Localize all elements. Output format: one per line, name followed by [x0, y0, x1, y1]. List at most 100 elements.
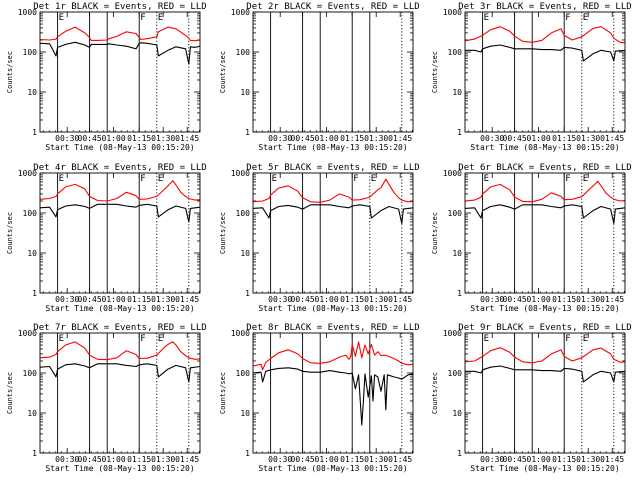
x-tick-label: 01:45: [600, 295, 624, 304]
x-tick-label: 01:45: [388, 134, 412, 143]
x-tick-label: 01:15: [552, 455, 576, 464]
y-tick-label: 10: [452, 409, 462, 418]
y-tick-label: 10: [240, 88, 250, 97]
chart-title: Det 8r BLACK = Events, RED = LLD: [246, 323, 419, 333]
x-tick-label: 00:30: [268, 455, 292, 464]
x-tick-label: 01:15: [127, 455, 151, 464]
plot-frame: [464, 332, 626, 454]
x-tick-label: 00:45: [291, 455, 315, 464]
x-tick-label: 01:45: [388, 455, 412, 464]
y-tick-label: 1000: [231, 329, 250, 338]
x-tick-label: 01:30: [576, 134, 600, 143]
event-marker-label: E: [583, 13, 588, 23]
chart-title: Det 9r BLACK = Events, RED = LLD: [458, 323, 631, 333]
y-tick-label: 1000: [443, 8, 462, 17]
x-tick-label: 00:45: [503, 134, 527, 143]
x-tick-label: 01:30: [576, 455, 600, 464]
x-tick-label: 01:30: [364, 295, 388, 304]
event-marker-label: F: [565, 334, 570, 344]
y-tick-label: 1: [32, 289, 37, 298]
event-marker-label: E: [272, 174, 277, 184]
y-tick-label: 1000: [443, 329, 462, 338]
event-marker-label: E: [583, 334, 588, 344]
x-tick-label: 01:30: [364, 455, 388, 464]
x-tick-label: 00:45: [78, 134, 102, 143]
chart-panel-9: Det 9r BLACK = Events, RED = LLD Counts/s…: [431, 323, 632, 473]
x-tick-label: 00:30: [480, 455, 504, 464]
x-tick-label: 00:30: [268, 134, 292, 143]
event-marker-label: E: [59, 334, 64, 344]
chart-panel-8: Det 8r BLACK = Events, RED = LLD Counts/s…: [219, 323, 420, 473]
y-tick-label: 1000: [18, 329, 37, 338]
chart-title: Det 1r BLACK = Events, RED = LLD: [33, 2, 206, 12]
x-axis-label: Start Time (08-May-13 00:15:20): [470, 143, 619, 152]
x-axis-label: Start Time (08-May-13 00:15:20): [258, 304, 407, 313]
x-tick-label: 01:30: [151, 455, 175, 464]
y-tick-label: 1000: [231, 8, 250, 17]
x-axis-label: Start Time (08-May-13 00:15:20): [470, 304, 619, 313]
y-tick-label: 1000: [18, 169, 37, 178]
x-tick-label: 01:45: [175, 455, 199, 464]
chart-title: Det 2r BLACK = Events, RED = LLD: [246, 2, 419, 12]
y-tick-label: 10: [240, 249, 250, 258]
x-axis-label: Start Time (08-May-13 00:15:20): [470, 464, 619, 473]
events-series-line: [465, 44, 626, 62]
plot-frame: [39, 172, 201, 294]
y-tick-label: 1: [32, 449, 37, 458]
x-tick-label: 01:15: [127, 295, 151, 304]
plot-frame: [252, 11, 414, 133]
event-marker-label: E: [371, 174, 376, 184]
lld-series-line: [252, 341, 414, 371]
y-tick-label: 10: [27, 249, 37, 258]
y-axis-label: Counts/sec: [431, 212, 439, 254]
y-tick-label: 100: [23, 209, 38, 218]
x-tick-label: 01:00: [527, 455, 551, 464]
y-axis-label: Counts/sec: [219, 212, 227, 254]
event-marker-label: F: [140, 174, 145, 184]
event-marker-label: F: [353, 174, 358, 184]
event-marker-label: E: [59, 13, 64, 23]
x-tick-label: 01:45: [175, 134, 199, 143]
y-tick-label: 100: [236, 48, 251, 57]
y-tick-label: 100: [23, 48, 38, 57]
x-tick-label: 01:30: [151, 295, 175, 304]
x-tick-label: 01:00: [315, 295, 339, 304]
chart-title: Det 5r BLACK = Events, RED = LLD: [246, 163, 419, 173]
x-tick-label: 00:30: [268, 295, 292, 304]
event-marker-label: E: [583, 174, 588, 184]
event-marker-label: F: [140, 334, 145, 344]
y-tick-label: 100: [448, 369, 463, 378]
x-tick-label: 00:45: [503, 295, 527, 304]
x-tick-label: 01:15: [340, 134, 364, 143]
x-tick-label: 01:45: [600, 455, 624, 464]
chart-title: Det 4r BLACK = Events, RED = LLD: [33, 163, 206, 173]
y-tick-label: 1: [245, 128, 250, 137]
x-tick-label: 01:30: [151, 134, 175, 143]
x-axis-label: Start Time (08-May-13 00:15:20): [45, 143, 194, 152]
y-axis-label: Counts/sec: [6, 212, 14, 254]
y-tick-label: 1: [245, 289, 250, 298]
event-marker-label: F: [140, 13, 145, 23]
y-tick-label: 100: [448, 209, 463, 218]
y-tick-label: 1: [457, 289, 462, 298]
chart-panel-7: Det 7r BLACK = Events, RED = LLD Counts/s…: [6, 323, 207, 473]
y-tick-label: 10: [452, 88, 462, 97]
lld-series-line: [464, 180, 626, 203]
events-series-line: [39, 203, 201, 223]
x-tick-label: 00:45: [503, 455, 527, 464]
plot-frame: [464, 172, 626, 294]
y-tick-label: 100: [23, 369, 38, 378]
y-tick-label: 100: [236, 209, 251, 218]
events-series-line: [465, 365, 626, 383]
y-axis-label: Counts/sec: [219, 372, 227, 414]
y-tick-label: 1000: [443, 169, 462, 178]
x-axis-label: Start Time (08-May-13 00:15:20): [258, 464, 407, 473]
plot-frame: [39, 332, 201, 454]
event-marker-label: F: [565, 174, 570, 184]
plot-frame: [39, 11, 201, 133]
x-tick-label: 01:00: [102, 455, 126, 464]
x-tick-label: 01:00: [527, 134, 551, 143]
x-tick-label: 01:30: [364, 134, 388, 143]
y-tick-label: 10: [240, 409, 250, 418]
y-axis-label: Counts/sec: [219, 51, 227, 93]
